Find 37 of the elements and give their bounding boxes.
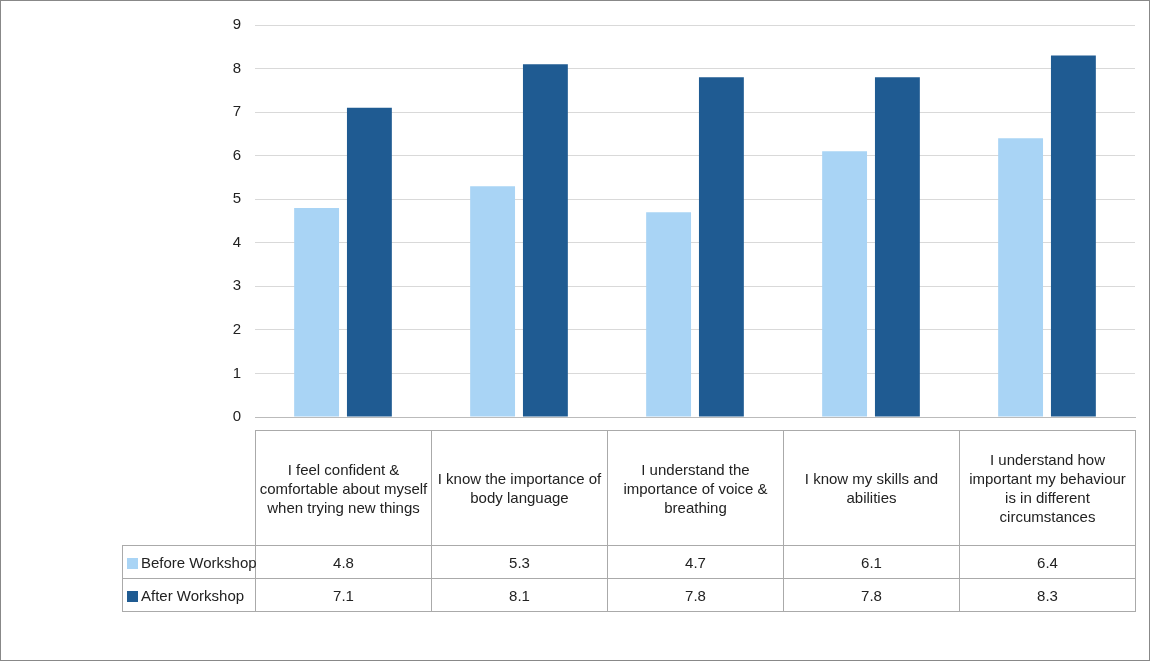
x-tick-label: I understand how important my behaviour is in different circumstances — [959, 430, 1136, 546]
bar — [346, 107, 392, 417]
data-label: 7.8 — [783, 578, 960, 612]
y-tick-label: 4 — [232, 232, 241, 250]
bar — [698, 77, 744, 417]
x-tick-label: I know the importance of body language — [431, 430, 608, 546]
legend-label: Before Workshop — [122, 545, 257, 579]
data-label: 6.1 — [783, 545, 960, 579]
data-label: 8.3 — [959, 578, 1136, 612]
y-tick-label: 7 — [232, 102, 241, 120]
data-label: 6.4 — [959, 545, 1136, 579]
data-label: 4.8 — [255, 545, 432, 579]
y-tick-label: 1 — [232, 363, 241, 381]
y-tick-label: 0 — [232, 407, 241, 425]
bar — [874, 77, 920, 417]
y-tick-label: 2 — [232, 320, 241, 338]
legend-label: After Workshop — [122, 578, 256, 612]
data-label: 4.7 — [607, 545, 784, 579]
y-tick-label: 3 — [232, 276, 241, 294]
bar — [294, 207, 340, 417]
data-label: 7.8 — [607, 578, 784, 612]
bar — [998, 138, 1044, 417]
data-label: 8.1 — [431, 578, 608, 612]
x-tick-label: I understand the importance of voice & breathing — [607, 430, 784, 546]
data-label: 7.1 — [255, 578, 432, 612]
bar — [522, 64, 568, 417]
y-tick-label: 6 — [232, 145, 241, 163]
x-tick-label: I know my skills and abilities — [783, 430, 960, 546]
data-label: 5.3 — [431, 545, 608, 579]
x-tick-label: I feel confident & comfortable about myself when trying new things — [255, 430, 432, 546]
y-tick-label: 8 — [232, 58, 241, 76]
bar — [646, 212, 692, 417]
bar — [822, 151, 868, 417]
bar — [1050, 55, 1096, 417]
y-tick-label: 9 — [232, 15, 241, 33]
y-tick-label: 5 — [232, 189, 241, 207]
bar — [470, 186, 516, 417]
